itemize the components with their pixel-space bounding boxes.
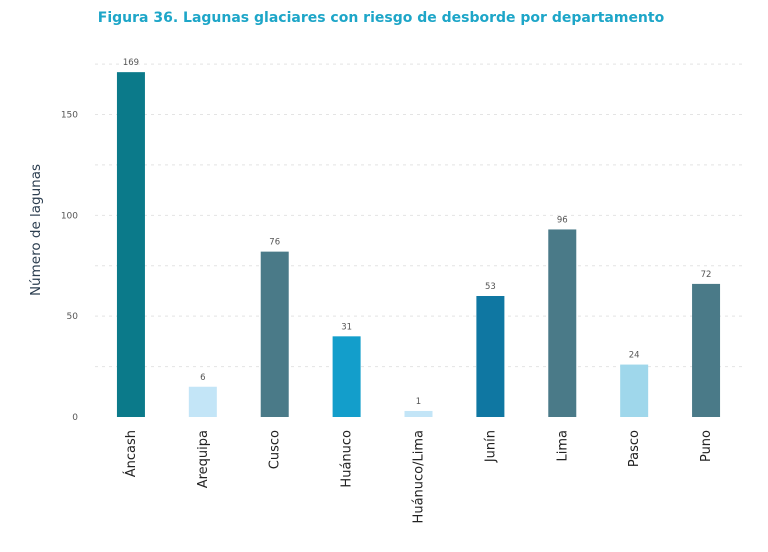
y-tick-label: 150 bbox=[61, 111, 78, 121]
data-label: 53 bbox=[485, 282, 496, 292]
data-label: 24 bbox=[629, 351, 640, 361]
data-label: 72 bbox=[701, 270, 712, 280]
bar bbox=[260, 251, 289, 417]
data-label: 76 bbox=[269, 238, 280, 248]
bar bbox=[476, 296, 505, 417]
data-label: 31 bbox=[341, 322, 352, 332]
x-tick-label: Áncash bbox=[123, 430, 139, 477]
y-tick-label: 100 bbox=[61, 211, 78, 221]
bar bbox=[692, 283, 721, 417]
bar bbox=[332, 336, 361, 417]
x-tick-label: Pasco bbox=[627, 430, 642, 467]
y-tick-label: 50 bbox=[67, 312, 79, 322]
bar bbox=[404, 410, 433, 417]
x-tick-label: Junín bbox=[483, 430, 498, 463]
y-tick-label: 0 bbox=[72, 413, 78, 423]
bar bbox=[548, 229, 577, 417]
data-label: 1 bbox=[416, 397, 421, 407]
bar bbox=[620, 364, 649, 417]
x-tick-label: Cusco bbox=[268, 430, 283, 469]
bar bbox=[188, 386, 217, 417]
data-label: 169 bbox=[123, 58, 139, 68]
chart-title: Figura 36. Lagunas glaciares con riesgo … bbox=[97, 10, 665, 26]
x-tick-label: Huánuco/Lima bbox=[412, 430, 427, 523]
data-label: 6 bbox=[200, 373, 205, 383]
x-tick-label: Puno bbox=[699, 430, 714, 462]
data-label: 96 bbox=[557, 215, 568, 225]
x-tick-label: Lima bbox=[555, 430, 570, 461]
x-tick-label: Arequipa bbox=[196, 430, 211, 488]
x-tick-label: Huánuco bbox=[340, 430, 355, 488]
bar bbox=[116, 72, 145, 418]
